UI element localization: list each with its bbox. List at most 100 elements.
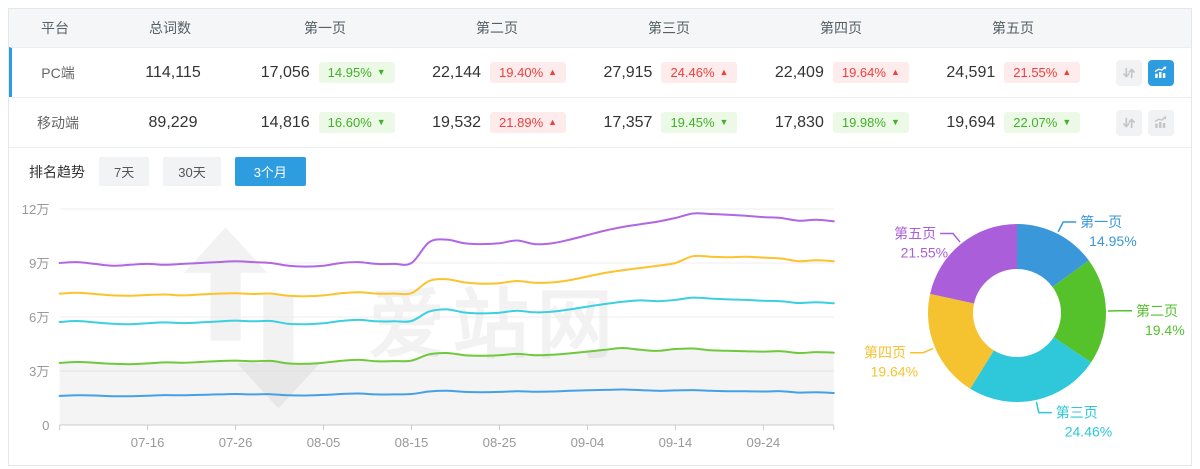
change-badge: 14.95% ▼	[318, 62, 395, 83]
arrow-up-icon: ▲	[719, 67, 729, 77]
svg-text:08-15: 08-15	[395, 435, 429, 450]
change-badge: 19.98% ▼	[832, 112, 909, 133]
svg-text:6万: 6万	[29, 310, 49, 325]
trend-chart-icon[interactable]	[1147, 59, 1174, 86]
donut-label-pct: 19.4%	[1145, 322, 1185, 338]
line-chart-svg: 0 3万 6万 9万 12万 07-16 07-26 08-05 08-15 08-25 09-04…	[22, 202, 835, 450]
actions-cell	[1099, 109, 1191, 136]
arrow-up-icon: ▲	[548, 67, 558, 77]
change-pct: 19.45%	[670, 115, 715, 130]
page-share-donut-chart[interactable]: 第一页 14.95% 第二页 19.4% 第三页 24.46% 第四页 19.64% 第五页 21…	[852, 193, 1187, 465]
arrow-down-icon: ▼	[376, 67, 386, 77]
total-words-cell: 89,229	[148, 113, 198, 131]
arrow-up-icon: ▲	[890, 67, 900, 77]
col-header-page5: 第五页	[992, 20, 1034, 36]
page-count: 22,144	[432, 63, 482, 81]
donut-label-name: 第四页	[864, 345, 906, 361]
donut-label-name: 第三页	[1056, 405, 1098, 421]
col-header-page1: 第一页	[304, 20, 346, 36]
arrow-down-icon: ▼	[890, 117, 900, 127]
page-count: 17,830	[774, 113, 824, 131]
col-header-page3: 第三页	[648, 20, 690, 36]
donut-slice-第一页[interactable]	[1017, 224, 1089, 288]
svg-text:09-24: 09-24	[747, 435, 781, 450]
page-count: 22,409	[774, 63, 824, 81]
change-pct: 19.64%	[841, 65, 886, 80]
donut-chart-svg: 第一页 14.95% 第二页 19.4% 第三页 24.46% 第四页 19.64% 第五页 21…	[864, 214, 1185, 440]
page-count: 17,357	[603, 113, 653, 131]
donut-slice-第四页[interactable]	[928, 293, 994, 389]
svg-text:12万: 12万	[22, 202, 50, 217]
keyword-rank-panel: 平台 总词数 第一页 第二页 第三页 第四页 第五页 PC端 114,115 17,…	[8, 8, 1192, 466]
page-count: 27,915	[603, 63, 653, 81]
charts-area: 爱站网 0 3万 6万 9万 12万 07-16 07-26 08-05 08-15 08-25 0…	[9, 193, 1191, 465]
trend-chart-icon[interactable]	[1147, 109, 1174, 136]
donut-label-pct: 21.55%	[901, 244, 948, 260]
page-count: 17,056	[260, 63, 310, 81]
page2-cell: 22,144 19.40% ▲	[413, 62, 584, 83]
page1-cell: 14,816 16.60% ▼	[242, 112, 413, 133]
change-pct: 19.98%	[841, 115, 886, 130]
table-header: 平台 总词数 第一页 第二页 第三页 第四页 第五页	[9, 9, 1191, 47]
donut-label-name: 第五页	[894, 225, 936, 241]
page-count: 24,591	[946, 63, 996, 81]
arrow-down-icon: ▼	[376, 117, 386, 127]
change-badge: 19.40% ▲	[490, 62, 567, 83]
platform-cell: PC端	[41, 64, 75, 81]
donut-label-name: 第一页	[1080, 214, 1122, 230]
page3-cell: 17,357 19.45% ▼	[585, 112, 756, 133]
col-header-total: 总词数	[149, 20, 191, 36]
col-header-platform: 平台	[41, 20, 69, 36]
arrow-down-icon: ▼	[719, 117, 729, 127]
donut-label-pct: 24.46%	[1065, 424, 1112, 440]
tab-30days[interactable]: 30天	[163, 157, 221, 186]
table-row[interactable]: 移动端 89,229 14,816 16.60% ▼ 19,532 21.89% ▲ 17,35…	[9, 97, 1191, 147]
svg-text:9万: 9万	[29, 256, 49, 271]
sort-arrows-icon[interactable]	[1115, 59, 1142, 86]
trend-title: 排名趋势	[29, 163, 85, 180]
page5-cell: 19,694 22.07% ▼	[928, 112, 1099, 133]
page-count: 19,694	[946, 113, 996, 131]
actions-cell	[1099, 59, 1191, 86]
change-badge: 16.60% ▼	[318, 112, 395, 133]
trend-line-chart[interactable]: 爱站网 0 3万 6万 9万 12万 07-16 07-26 08-05 08-15 08-25 0…	[11, 193, 852, 465]
table-body: PC端 114,115 17,056 14.95% ▼ 22,144 19.40% ▲ 27,9…	[9, 47, 1191, 147]
change-badge: 21.55% ▲	[1004, 62, 1081, 83]
svg-text:09-14: 09-14	[659, 435, 693, 450]
sort-arrows-icon[interactable]	[1115, 109, 1142, 136]
change-pct: 16.60%	[327, 115, 372, 130]
change-badge: 22.07% ▼	[1004, 112, 1081, 133]
platform-cell: 移动端	[37, 114, 79, 131]
donut-slice-第二页[interactable]	[1052, 260, 1106, 363]
svg-text:07-26: 07-26	[219, 435, 253, 450]
page-count: 14,816	[260, 113, 310, 131]
change-pct: 19.40%	[499, 65, 544, 80]
change-pct: 14.95%	[327, 65, 372, 80]
page3-cell: 27,915 24.46% ▲	[585, 62, 756, 83]
page-count: 19,532	[432, 113, 482, 131]
change-badge: 19.45% ▼	[661, 112, 738, 133]
change-pct: 22.07%	[1013, 115, 1058, 130]
svg-text:3万: 3万	[29, 364, 49, 379]
arrow-up-icon: ▲	[548, 117, 558, 127]
trend-toolbar: 排名趋势 7天 30天 3个月	[9, 147, 1191, 193]
donut-label-pct: 19.64%	[871, 364, 918, 380]
change-pct: 24.46%	[670, 65, 715, 80]
svg-text:0: 0	[42, 418, 49, 433]
total-words-cell: 114,115	[145, 63, 201, 81]
change-pct: 21.89%	[499, 115, 544, 130]
change-pct: 21.55%	[1013, 65, 1058, 80]
aizhan-logo-icon	[184, 227, 321, 409]
page1-cell: 17,056 14.95% ▼	[242, 62, 413, 83]
svg-text:08-25: 08-25	[483, 435, 517, 450]
tab-7days[interactable]: 7天	[99, 157, 150, 186]
donut-slice-第三页[interactable]	[970, 337, 1092, 402]
tab-3months[interactable]: 3个月	[234, 157, 306, 186]
change-badge: 24.46% ▲	[661, 62, 738, 83]
donut-slice-第五页[interactable]	[930, 224, 1017, 304]
range-tabs: 7天 30天 3个月	[99, 157, 306, 186]
svg-text:09-04: 09-04	[571, 435, 605, 450]
table-row[interactable]: PC端 114,115 17,056 14.95% ▼ 22,144 19.40% ▲ 27,9…	[9, 47, 1191, 97]
svg-text:07-16: 07-16	[131, 435, 165, 450]
change-badge: 19.64% ▲	[832, 62, 909, 83]
